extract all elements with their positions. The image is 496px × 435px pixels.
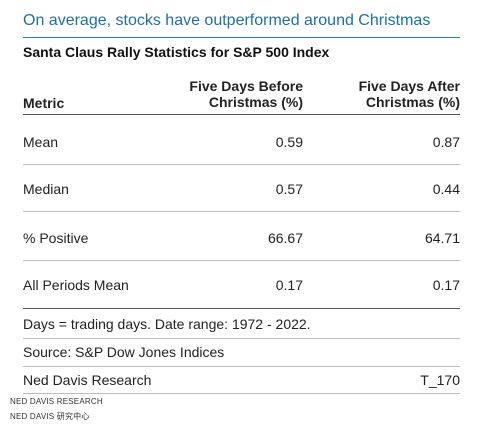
column-header-five-days-before: Five Days Before Christmas (%) [143,78,303,110]
row-divider [23,211,460,212]
row-value-before: 0.17 [275,277,303,293]
note-divider [23,338,460,339]
row-value-before: 0.59 [275,134,303,150]
headline-divider [23,37,460,38]
row-divider [23,260,460,261]
column-header-five-days-after: Five Days After Christmas (%) [300,78,460,110]
watermark-line1: NED DAVIS RESEARCH [10,397,103,406]
watermark-line2: NED DAVIS 研究中心 [10,412,90,421]
column-header-before-line1: Five Days Before [189,78,303,94]
header-divider [23,114,460,115]
row-value-after: 0.87 [432,134,460,150]
footnote-source: Source: S&P Dow Jones Indices [23,344,225,360]
row-metric-label: All Periods Mean [23,277,129,293]
table-title: Santa Claus Rally Statistics for S&P 500… [23,44,330,60]
note-divider [23,393,460,394]
chart-code: T_170 [420,372,460,388]
row-value-after: 64.71 [424,230,460,246]
row-value-after: 0.44 [432,181,460,197]
row-divider [23,164,460,165]
row-value-before: 66.67 [267,230,303,246]
row-value-after: 0.17 [432,277,460,293]
column-header-after-line2: Christmas (%) [365,94,460,110]
note-divider [23,366,460,367]
footnote-publisher: Ned Davis Research [23,372,152,388]
row-metric-label: Mean [23,134,59,150]
footnote-days: Days = trading days. Date range: 1972 - … [23,316,311,332]
column-header-metric: Metric [23,95,65,111]
column-header-before-line2: Christmas (%) [208,94,303,110]
table-bottom-divider [23,308,460,309]
row-metric-label: Median [23,181,69,197]
row-metric-label: % Positive [23,230,89,246]
row-value-before: 0.57 [275,181,303,197]
headline: On average, stocks have outperformed aro… [23,12,431,29]
column-header-after-line1: Five Days After [358,78,460,94]
